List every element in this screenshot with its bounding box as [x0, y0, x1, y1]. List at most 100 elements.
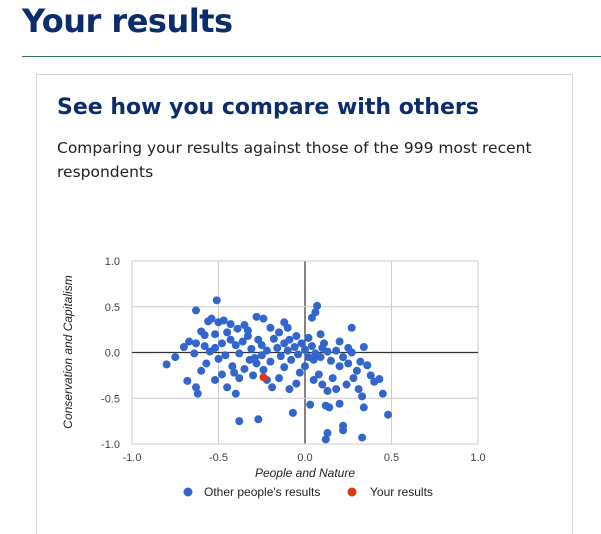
x-axis-title: People and Nature — [255, 466, 355, 480]
other-result-point — [304, 333, 313, 342]
other-result-point — [366, 371, 375, 380]
other-result-point — [275, 374, 284, 383]
x-tick-labels: -1.0 -0.5 0.0 0.5 1.0 — [123, 452, 486, 464]
other-result-point — [162, 360, 171, 369]
other-result-point — [318, 343, 327, 352]
y-axis-title: Conservation and Capitalism — [61, 275, 75, 428]
x-tick-label: -0.5 — [209, 452, 228, 464]
other-result-point — [344, 359, 353, 368]
other-result-point — [307, 313, 316, 322]
other-result-point — [245, 355, 254, 364]
card-title: See how you compare with others — [57, 95, 479, 120]
other-result-point — [240, 364, 249, 373]
other-result-point — [223, 383, 232, 392]
y-tick-label: 0.5 — [105, 302, 120, 314]
other-result-point — [358, 433, 367, 442]
other-result-point — [276, 352, 285, 361]
other-result-point — [314, 370, 323, 379]
other-result-point — [335, 399, 344, 408]
other-result-point — [335, 362, 344, 371]
other-result-point — [259, 365, 268, 374]
other-result-point — [347, 323, 356, 332]
other-result-point — [375, 375, 384, 384]
other-result-point — [356, 357, 365, 366]
other-result-point — [252, 312, 261, 321]
other-result-point — [309, 355, 318, 364]
other-result-point — [192, 339, 201, 348]
y-tick-label: 0.0 — [105, 348, 120, 360]
other-result-point — [292, 332, 301, 341]
other-result-point — [249, 371, 258, 380]
other-result-point — [211, 330, 220, 339]
other-result-point — [313, 301, 322, 310]
other-result-point — [235, 349, 244, 358]
other-result-point — [323, 386, 332, 395]
other-result-point — [171, 353, 180, 362]
other-result-point — [275, 328, 284, 337]
other-result-point — [285, 385, 294, 394]
other-result-point — [257, 341, 266, 350]
other-result-point — [266, 357, 275, 366]
page-heading: Your results — [22, 2, 233, 40]
other-result-point — [247, 344, 256, 353]
other-result-point — [332, 346, 341, 355]
y-tick-label: -0.5 — [101, 393, 120, 405]
x-tick-label: -1.0 — [123, 452, 142, 464]
other-result-point — [202, 359, 211, 368]
comparison-scatter-chart: -1.0 -0.5 0.0 0.5 1.0 1.0 0.5 0.0 -0.5 -1.0 Peop… — [61, 256, 486, 499]
other-result-point — [332, 385, 341, 394]
other-result-point — [217, 339, 226, 348]
y-tick-label: -1.0 — [101, 439, 120, 451]
other-result-point — [307, 342, 316, 351]
x-tick-label: 0.0 — [297, 452, 312, 464]
other-result-point — [235, 417, 244, 426]
comparison-card: See how you compare with others Comparin… — [36, 74, 573, 534]
other-result-point — [283, 346, 292, 355]
x-tick-label: 0.5 — [384, 452, 399, 464]
other-result-point — [288, 408, 297, 417]
other-result-point — [359, 343, 368, 352]
other-result-point — [259, 314, 268, 323]
other-result-point — [378, 389, 387, 398]
other-result-point — [233, 324, 242, 333]
your-result-point — [259, 373, 268, 382]
your-results-points — [259, 373, 268, 382]
other-result-point — [354, 385, 363, 394]
other-result-point — [292, 379, 301, 388]
other-result-point — [273, 343, 282, 352]
other-result-point — [262, 346, 271, 355]
other-result-point — [325, 403, 334, 412]
other-result-point — [301, 362, 309, 371]
other-result-point — [238, 337, 247, 346]
other-result-point — [290, 343, 299, 352]
other-result-point — [359, 403, 368, 412]
other-result-point — [352, 366, 361, 375]
other-result-point — [190, 349, 199, 358]
other-result-point — [268, 383, 277, 392]
other-result-point — [294, 350, 303, 359]
other-results-points — [162, 296, 393, 444]
heading-divider — [22, 56, 601, 57]
y-tick-labels: 1.0 0.5 0.0 -0.5 -1.0 — [101, 256, 120, 451]
other-result-point — [339, 426, 348, 435]
other-result-point — [204, 317, 213, 326]
legend-label-others: Other people's results — [204, 485, 320, 499]
other-result-point — [323, 429, 332, 438]
other-result-point — [200, 331, 209, 340]
legend-marker-you — [347, 487, 357, 497]
other-result-point — [339, 353, 348, 362]
other-result-point — [192, 306, 201, 315]
other-result-point — [197, 366, 206, 375]
other-result-point — [321, 435, 330, 444]
other-result-point — [231, 341, 240, 350]
other-result-point — [301, 345, 309, 354]
other-result-point — [235, 374, 244, 383]
other-result-point — [212, 296, 221, 305]
other-result-point — [243, 332, 252, 341]
other-result-point — [257, 351, 266, 360]
other-result-point — [358, 392, 367, 401]
other-result-point — [326, 356, 335, 365]
other-result-point — [318, 380, 327, 389]
other-result-point — [309, 375, 318, 384]
other-result-point — [269, 334, 278, 343]
